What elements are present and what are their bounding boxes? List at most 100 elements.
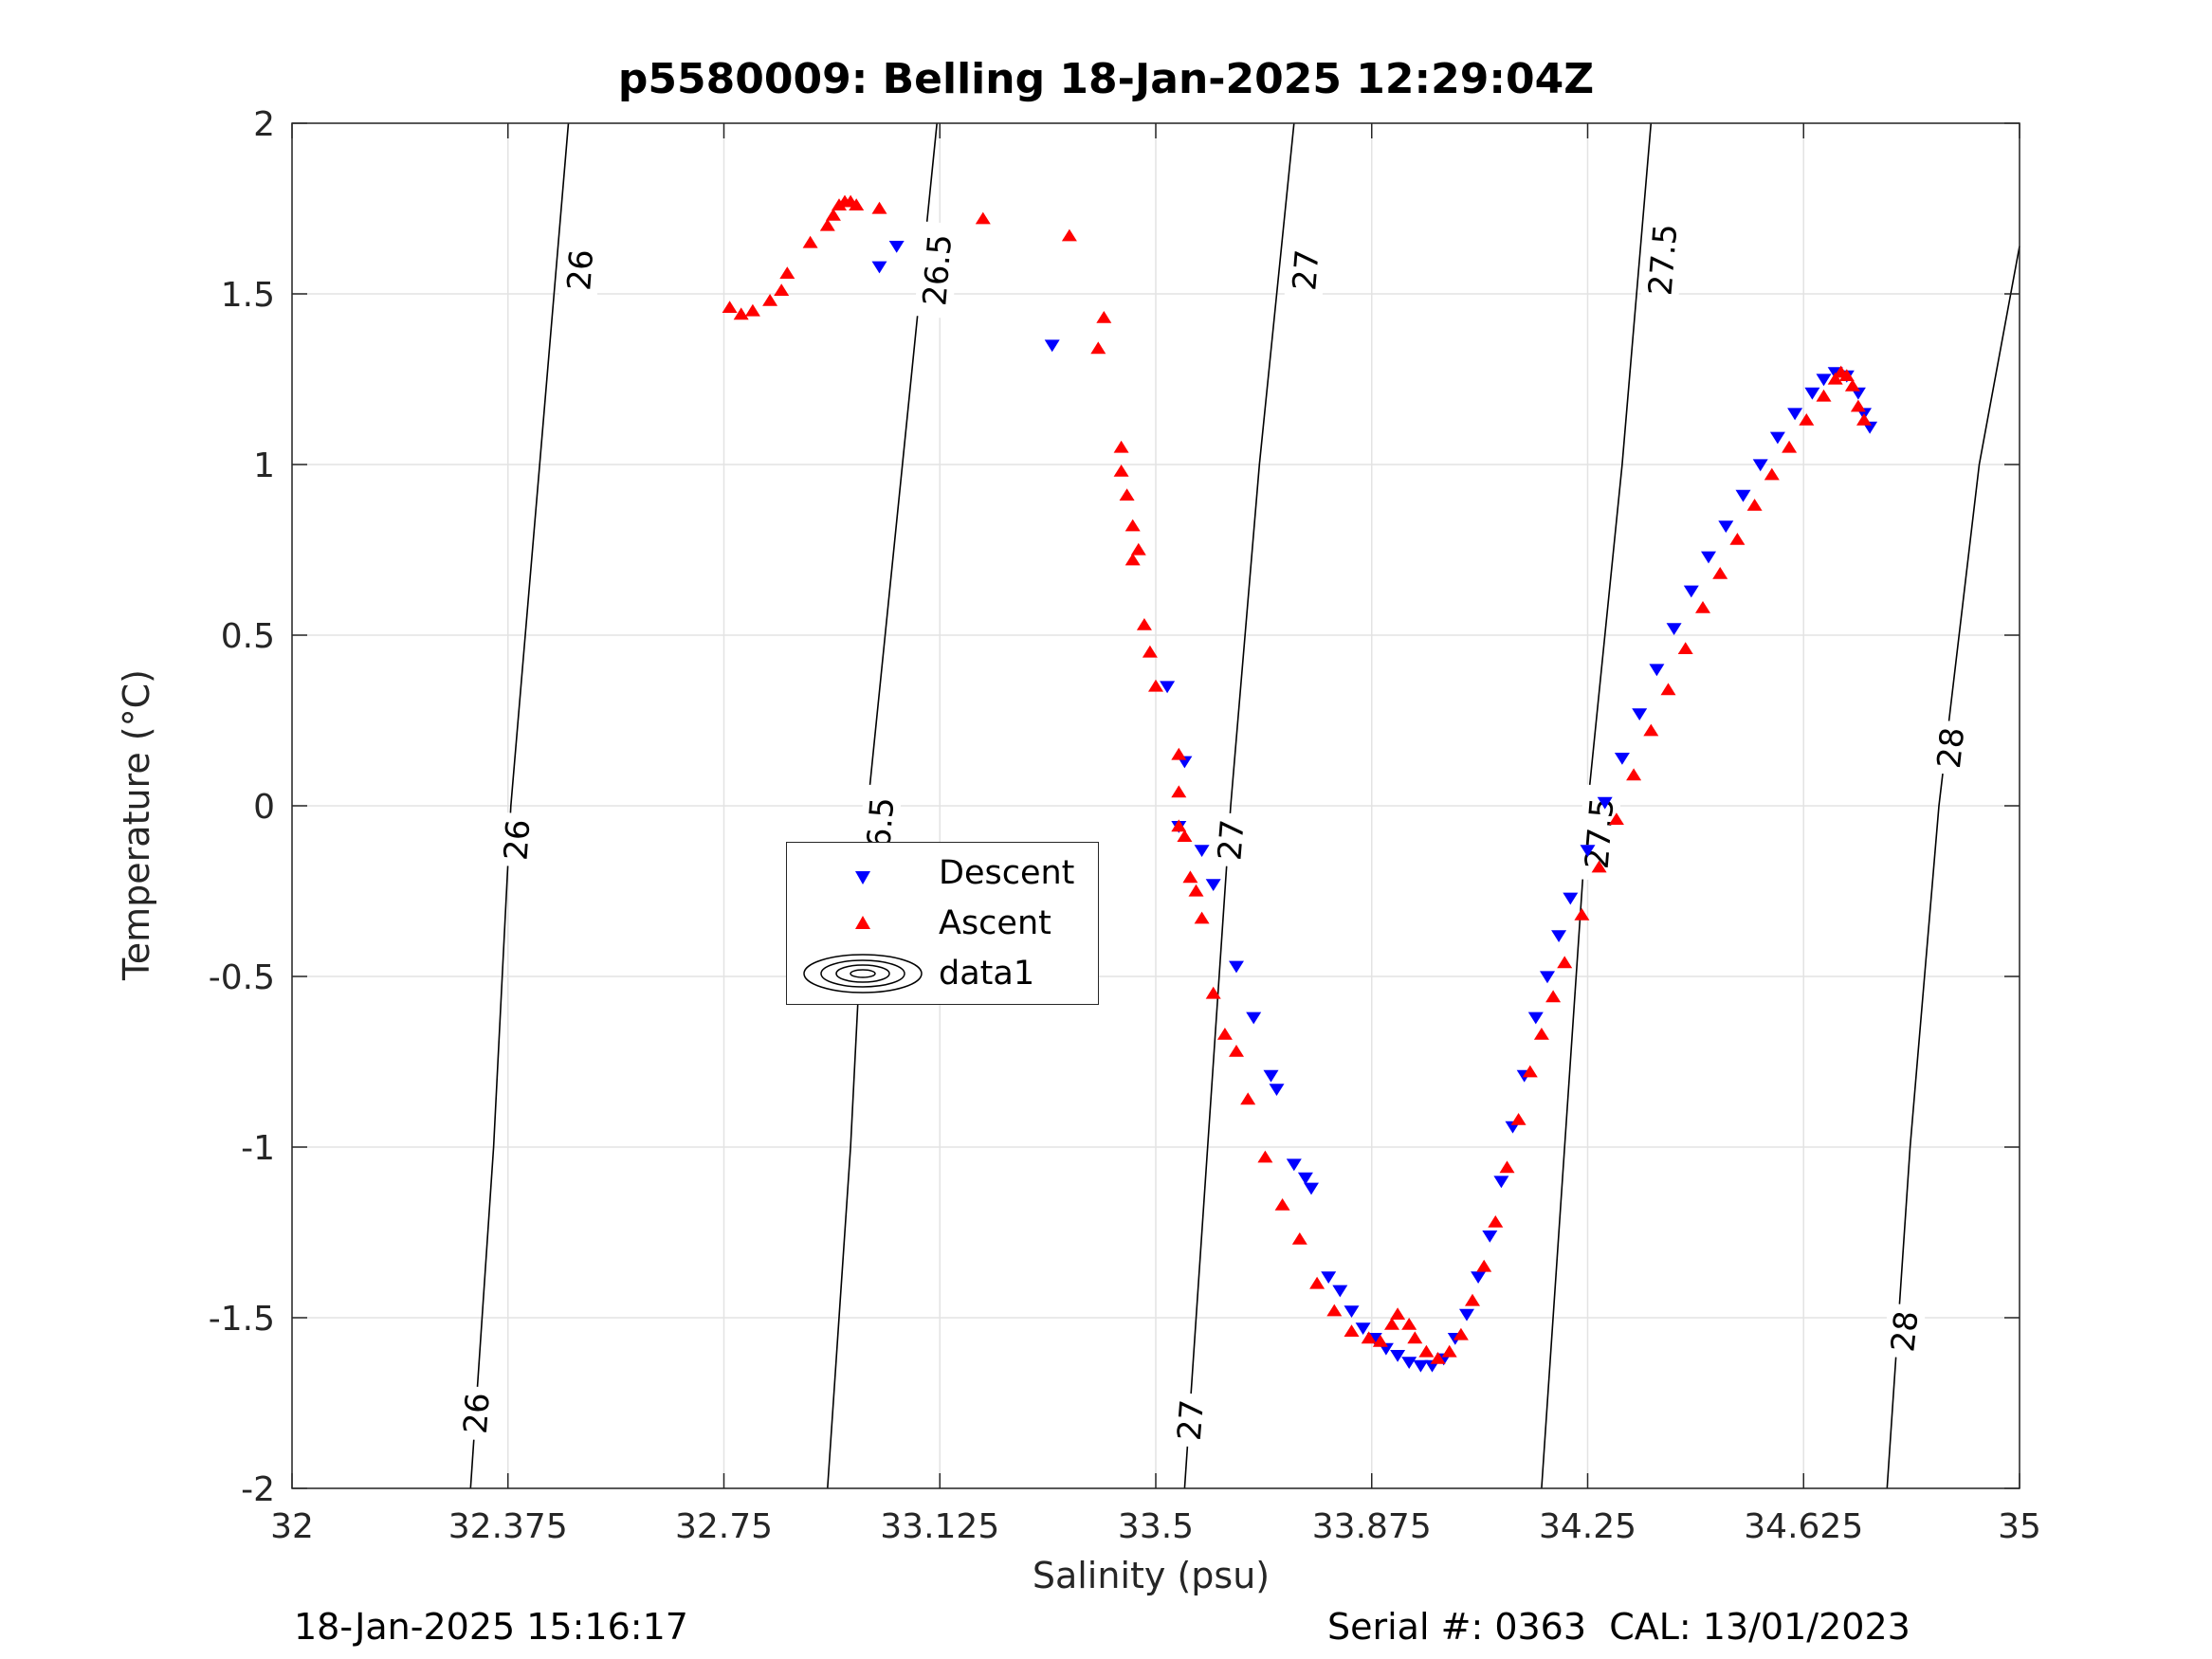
ascent-point — [1533, 1028, 1549, 1040]
ascent-point — [1626, 768, 1642, 781]
descent-point — [1332, 1285, 1348, 1298]
legend: Descent Ascent data1 — [786, 842, 1099, 1005]
isopycnal-label-bg — [1576, 784, 1622, 883]
ascent-point — [1274, 1198, 1290, 1211]
ascent-point — [1856, 413, 1872, 426]
descent-point — [1160, 681, 1176, 694]
axis-ticks: 32 32.375 32.75 33.125 33.5 33.875 34.25 34.625… — [209, 105, 2041, 1546]
descent-point — [1390, 1350, 1406, 1362]
legend-item-ascent: Ascent — [787, 899, 1098, 948]
ascent-point — [1326, 1304, 1343, 1317]
isopycnal-label: 27.5 — [1642, 223, 1686, 298]
isopycnal-label-bg — [1882, 1303, 1927, 1360]
descent-point — [1580, 845, 1596, 857]
isopycnal-label: 27 — [1171, 1398, 1212, 1442]
ascent-point — [1850, 399, 1866, 412]
ascent-point — [975, 211, 991, 225]
descent-point — [1493, 1176, 1509, 1189]
ascent-point — [1799, 413, 1815, 426]
ascent-point — [819, 218, 835, 231]
legend-label: Ascent — [939, 904, 1051, 942]
ascent-point — [1557, 956, 1573, 969]
triangle-up-icon — [855, 916, 870, 929]
isopycnal-line-28 — [1886, 246, 2020, 1489]
isopycnal-label-bg — [1929, 719, 1972, 776]
ascent-point — [774, 283, 790, 296]
isopycnal-label-group: 28 — [1882, 1303, 1927, 1360]
ascent-point — [1119, 488, 1135, 501]
descent-point — [1304, 1182, 1319, 1195]
contour-ellipses-icon — [803, 954, 923, 994]
descent-point — [1804, 387, 1820, 400]
descent-point — [1551, 930, 1567, 942]
x-tick-label: 34.25 — [1539, 1507, 1636, 1546]
ascent-point — [849, 198, 865, 210]
isopycnal-label-group: 27 — [1169, 1392, 1212, 1449]
isopycnal-label: 26.5 — [916, 233, 960, 308]
ascent-point — [871, 201, 887, 214]
isopycnal-label: 26 — [560, 248, 601, 292]
ascent-point — [1309, 1276, 1325, 1289]
y-tick-label: 1 — [253, 447, 275, 485]
descent-point — [1666, 623, 1682, 635]
ascent-point — [1124, 519, 1141, 532]
x-tick-label: 32.75 — [675, 1507, 773, 1546]
ascent-point — [1177, 830, 1193, 842]
ascent-point — [1130, 542, 1146, 556]
descent-point — [1769, 431, 1785, 445]
isopycnal-label-group: 27.5 — [1639, 210, 1686, 309]
isopycnal-label-bg — [558, 242, 601, 299]
x-tick-label: 33.125 — [880, 1507, 999, 1546]
ascent-point — [733, 307, 749, 320]
descent-point — [1701, 551, 1716, 564]
descent-point — [1632, 708, 1648, 720]
descent-point — [1683, 585, 1699, 598]
ascent-point — [1229, 1045, 1244, 1057]
isopycnal-label-bg — [1639, 210, 1686, 309]
ascent-point — [1216, 1028, 1233, 1040]
descent-point — [1649, 664, 1665, 677]
ascent-point — [779, 266, 795, 279]
descent-point — [1269, 1084, 1285, 1096]
ascent-point — [1522, 1065, 1538, 1078]
descent-point — [1205, 879, 1221, 891]
ascent-point — [762, 294, 778, 306]
isopycnal-line-27 — [1183, 122, 1295, 1489]
ascent-point — [1660, 683, 1676, 696]
ascent-point — [1418, 1344, 1435, 1358]
ascent-point — [1441, 1344, 1457, 1358]
ascent-point — [1746, 499, 1763, 511]
legend-item-descent: Descent — [787, 848, 1098, 898]
descent-point — [1355, 1322, 1371, 1335]
descent-point — [1787, 408, 1803, 421]
isopycnal-label-bg — [914, 221, 960, 319]
descent-point — [1459, 1308, 1474, 1322]
ascent-point — [1488, 1215, 1504, 1228]
ascent-point — [1401, 1318, 1417, 1330]
ascent-point — [1510, 1113, 1526, 1125]
ascent-point — [1764, 467, 1780, 481]
ascent-point — [1257, 1150, 1273, 1163]
descent-point — [1413, 1359, 1429, 1373]
ascent-point — [1838, 369, 1855, 381]
isopycnal-label-group: 27.5 — [1576, 784, 1622, 883]
ascent-point — [1608, 812, 1624, 825]
isopycnal-label: 27.5 — [1579, 796, 1622, 871]
ascent-point — [1591, 860, 1607, 873]
x-tick-label: 33.5 — [1118, 1507, 1194, 1546]
legend-item-data1: data1 — [787, 949, 1098, 998]
ascent-point — [1148, 679, 1163, 692]
descent-point — [1229, 960, 1244, 974]
isopycnal-label-group: 27 — [1284, 242, 1327, 299]
serial-calibration-info: Serial #: 0363 CAL: 13/01/2023 — [1327, 1606, 1910, 1648]
ascent-point — [1291, 1232, 1307, 1245]
ascent-point — [1453, 1327, 1469, 1340]
series-ascent — [722, 194, 1872, 1364]
ascent-point — [1240, 1092, 1256, 1105]
generated-timestamp: 18-Jan-2025 15:16:17 — [294, 1606, 688, 1648]
descent-point — [1597, 796, 1613, 810]
ascent-point — [1171, 747, 1187, 760]
chart-title: p5580009: Belling 18-Jan-2025 12:29:04Z — [617, 55, 1595, 103]
isopycnal-label: 28 — [1930, 725, 1972, 770]
